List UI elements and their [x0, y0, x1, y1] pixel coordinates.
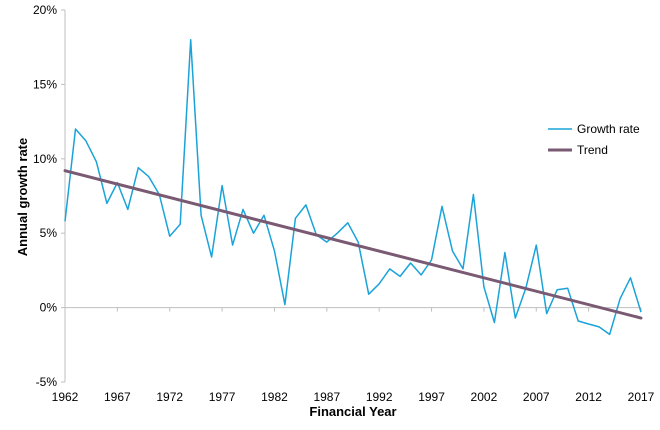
y-tick-label: 0% [40, 301, 58, 315]
legend-trend-label: Trend [577, 143, 608, 157]
x-tick-label: 1962 [52, 390, 79, 404]
legend-growth-rate-label: Growth rate [577, 122, 640, 136]
y-tick-label: 20% [33, 3, 57, 17]
x-tick-label: 1967 [104, 390, 131, 404]
y-tick-label: 15% [33, 77, 57, 91]
axes [64, 10, 641, 382]
x-tick-label: 1982 [261, 390, 288, 404]
x-tick-label: 1987 [313, 390, 340, 404]
x-axis-ticks: 1962 1967 1972 1977 1982 1987 1992 1997 2002 2007… [52, 307, 655, 404]
growth-rate-series-line [64, 39, 642, 336]
y-axis-title: Annual growth rate [15, 138, 30, 256]
trend-series-line [63, 169, 643, 320]
series-layer [63, 39, 643, 336]
x-tick-label: 2017 [628, 390, 655, 404]
x-tick-label: 1992 [366, 390, 393, 404]
y-tick-label: 10% [33, 152, 57, 166]
x-tick-label: 1977 [209, 390, 236, 404]
x-tick-label: 1997 [418, 390, 445, 404]
x-tick-label: 1972 [156, 390, 183, 404]
x-tick-label: 2002 [471, 390, 498, 404]
y-tick-label: 5% [40, 226, 58, 240]
y-tick-label: -5% [36, 375, 58, 389]
x-axis-title: Financial Year [309, 404, 396, 419]
x-tick-label: 2012 [575, 390, 602, 404]
legend: Growth rate Trend [548, 122, 640, 157]
x-tick-label: 2007 [523, 390, 550, 404]
y-axis-ticks: -5% 0% 5% 10% 15% 20% [33, 3, 65, 389]
